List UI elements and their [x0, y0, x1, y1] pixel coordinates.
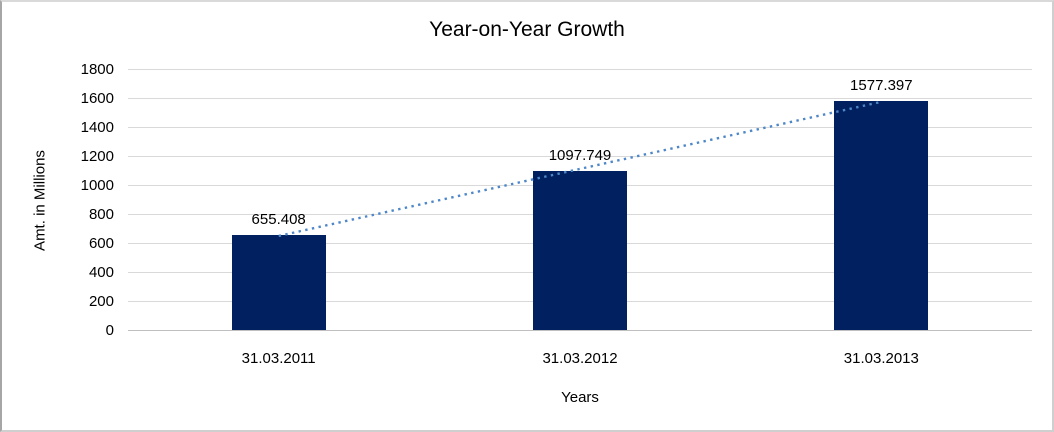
- bar-value-label: 1577.397: [850, 77, 913, 95]
- bar-31.03.2012: [533, 170, 627, 330]
- y-tick-label: 1600: [80, 89, 114, 107]
- bar-value-label: 655.408: [251, 210, 306, 228]
- bar-31.03.2013: [834, 101, 929, 330]
- y-tick-label: 600: [88, 234, 114, 252]
- y-tick-label: 1000: [80, 176, 114, 194]
- y-tick-label: 400: [88, 263, 114, 281]
- bar-value-label: 1097.749: [548, 146, 612, 164]
- bar-31.03.2011: [231, 234, 326, 330]
- gridline: [128, 69, 1032, 70]
- x-axis-line: [128, 330, 1032, 331]
- y-tick-label: 0: [105, 321, 114, 339]
- y-tick-label: 200: [88, 292, 114, 310]
- y-tick-label: 800: [88, 205, 114, 223]
- y-tick-label: 1400: [80, 118, 114, 136]
- x-tick-label: 31.03.2011: [241, 350, 316, 367]
- x-tick-label: 31.03.2012: [542, 350, 618, 367]
- x-axis-title: Years: [561, 389, 599, 406]
- chart-title: Year-on-Year Growth: [429, 18, 625, 41]
- x-tick-label: 31.03.2013: [843, 350, 919, 367]
- y-tick-label: 1200: [80, 147, 114, 165]
- y-tick-label: 1800: [80, 60, 114, 78]
- y-axis-title: Amt. in Millions: [31, 150, 49, 251]
- gridline: [128, 98, 1032, 99]
